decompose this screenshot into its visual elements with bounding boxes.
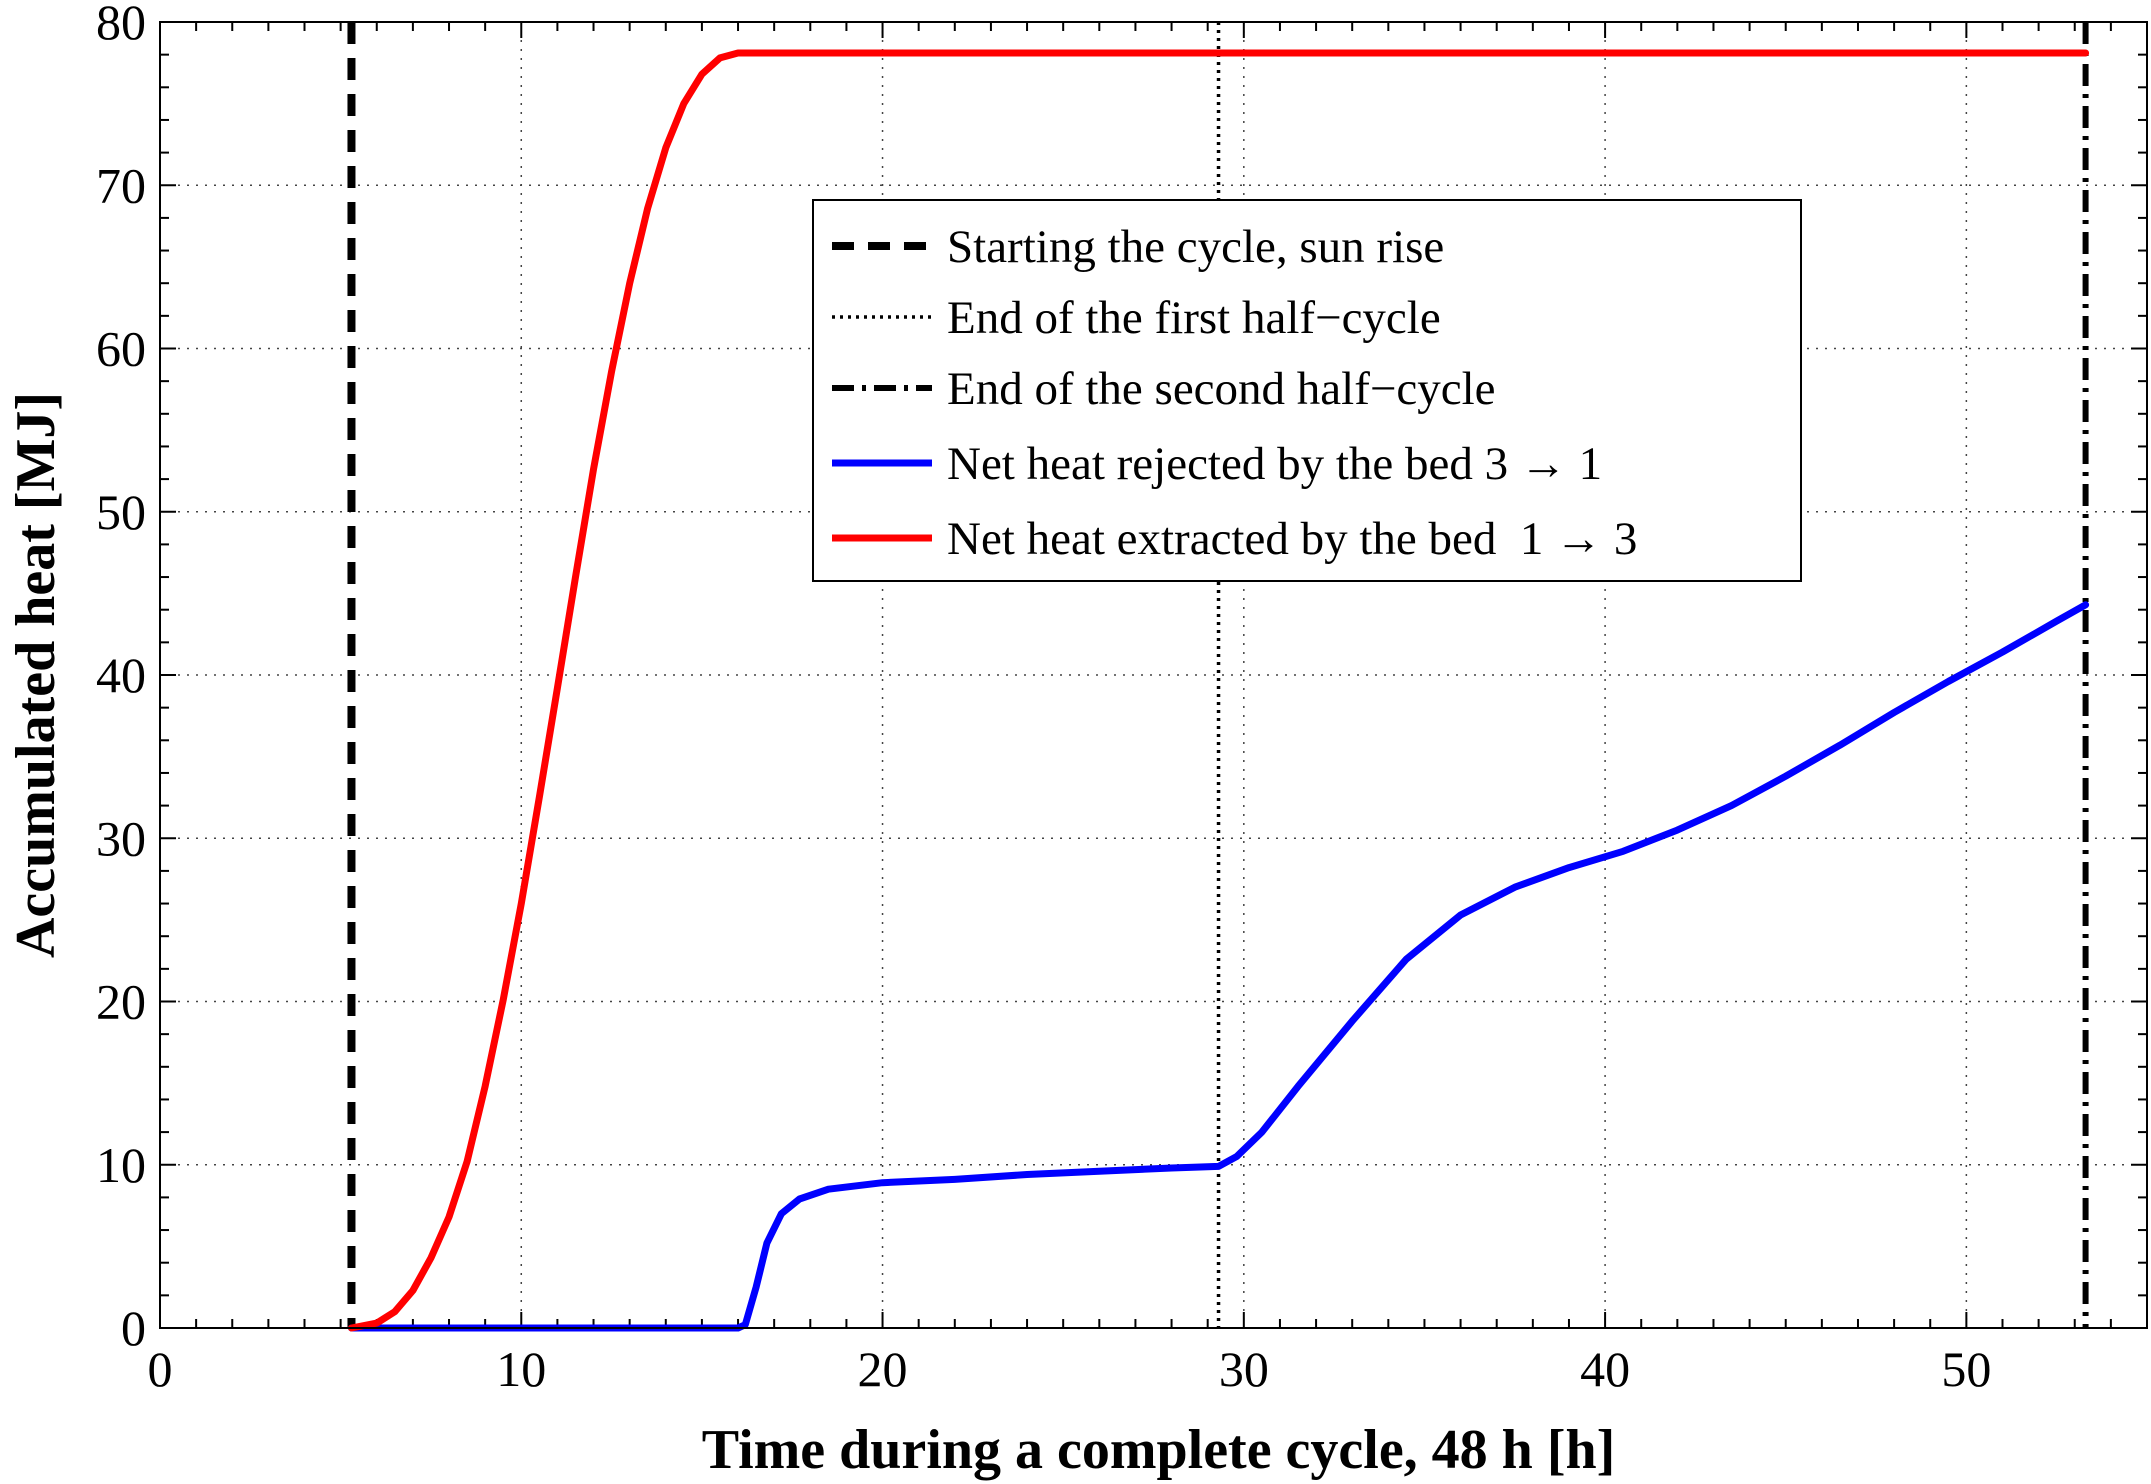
y-tick-label: 60 [96,321,146,377]
x-tick-label: 30 [1219,1341,1269,1397]
y-axis-label: Accumulated heat [MJ] [5,392,67,958]
y-tick-label: 20 [96,974,146,1030]
legend-label: End of the second half−cycle [947,363,1496,415]
y-tick-label: 30 [96,810,146,866]
plot-frame [159,21,2148,1329]
y-tick-label: 40 [96,647,146,703]
y-tick-label: 80 [96,0,146,50]
y-tick-label: 70 [96,157,146,213]
legend-box [812,199,1802,582]
y-tick-label: 10 [96,1137,146,1193]
legend-label: Starting the cycle, sun rise [947,221,1444,273]
legend-label: End of the first half−cycle [947,292,1441,344]
x-tick-labels: 0 10 20 30 40 50 [148,1341,1992,1397]
y-tick-labels: 0 10 20 30 40 50 60 70 80 [96,0,146,1356]
legend: Starting the cycle, sun rise End of the f… [812,199,1802,582]
series-line-rejected [348,601,2090,1332]
x-tick-label: 10 [496,1341,546,1397]
y-tick-label: 0 [121,1300,146,1356]
legend-label: Net heat rejected by the bed 3 → 1 [947,438,1602,490]
x-tick-label: 20 [858,1341,908,1397]
series-line-extracted [348,49,2090,1332]
series-lines [348,49,2090,1332]
x-axis-label: Time during a complete cycle, 48 h [h] [702,1419,1616,1481]
y-tick-label: 50 [96,484,146,540]
x-tick-label: 50 [1941,1341,1991,1397]
legend-label: Net heat extracted by the bed 1 → 3 [947,513,1637,565]
x-tick-label: 0 [148,1341,173,1397]
x-tick-label: 40 [1580,1341,1630,1397]
